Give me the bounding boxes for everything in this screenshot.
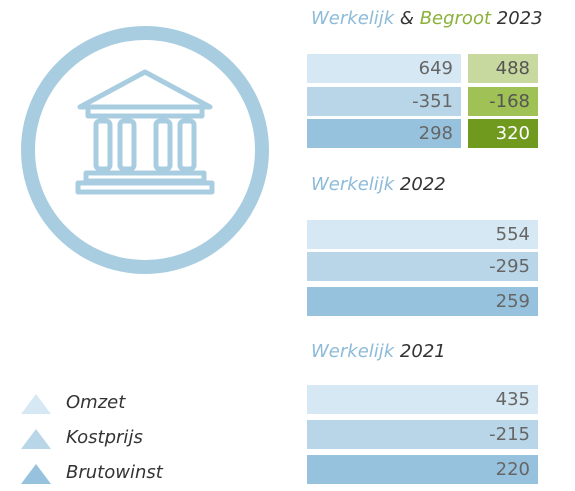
value-cell: 649 <box>307 54 461 83</box>
title-part: Begroot <box>419 8 497 29</box>
value-cell: -215 <box>307 420 538 449</box>
building <box>75 69 215 195</box>
budget-cell: 488 <box>468 54 538 83</box>
budget-cell: -168 <box>468 87 538 116</box>
legend-label: Omzet <box>66 392 126 413</box>
value-cell: -295 <box>307 252 538 281</box>
title-part: & <box>399 8 420 29</box>
value-cell: 220 <box>307 455 538 484</box>
title-part: 2021 <box>399 341 446 362</box>
legend-label: Brutowinst <box>66 462 163 483</box>
icon-circle <box>21 26 269 274</box>
section-title: Werkelijk & Begroot 2023 <box>311 8 543 29</box>
legend-label: Kostprijs <box>66 427 143 448</box>
title-part: Werkelijk <box>311 341 400 362</box>
section-title: Werkelijk 2021 <box>311 341 446 362</box>
section-title: Werkelijk 2022 <box>311 174 446 195</box>
value-cell: 435 <box>307 385 538 414</box>
title-part: 2022 <box>399 174 446 195</box>
legend-triangle <box>21 394 51 414</box>
title-part: Werkelijk <box>311 8 400 29</box>
legend-triangle <box>21 464 51 484</box>
budget-cell: 320 <box>468 119 538 148</box>
value-cell: 259 <box>307 287 538 316</box>
title-part: 2023 <box>496 8 543 29</box>
value-cell: -351 <box>307 87 461 116</box>
bank-icon <box>21 26 269 274</box>
value-cell: 298 <box>307 119 461 148</box>
value-cell: 554 <box>307 220 538 249</box>
title-part: Werkelijk <box>311 174 400 195</box>
legend-triangle <box>21 429 51 449</box>
